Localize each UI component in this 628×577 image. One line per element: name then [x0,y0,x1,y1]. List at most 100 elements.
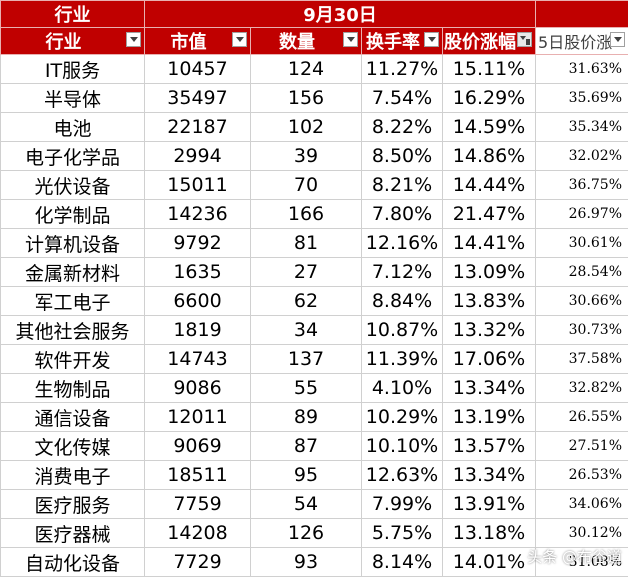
cell-turnover[interactable]: 10.87% [362,316,443,345]
cell-market-cap[interactable]: 7729 [145,548,251,577]
column-header-turnover[interactable]: 换手率 [362,28,443,55]
cell-turnover[interactable]: 12.63% [362,461,443,490]
cell-turnover[interactable]: 8.14% [362,548,443,577]
cell-market-cap[interactable]: 9792 [145,229,251,258]
cell-count[interactable]: 124 [251,55,362,84]
cell-gain5d[interactable]: 32.82% [536,374,628,403]
cell-gain[interactable]: 14.59% [443,113,536,142]
cell-industry[interactable]: 光伏设备 [1,171,145,200]
cell-gain5d[interactable]: 35.69% [536,84,628,113]
cell-turnover[interactable]: 7.54% [362,84,443,113]
cell-gain[interactable]: 13.18% [443,519,536,548]
cell-industry[interactable]: 电子化学品 [1,142,145,171]
cell-market-cap[interactable]: 9086 [145,374,251,403]
cell-gain[interactable]: 13.34% [443,461,536,490]
cell-gain5d[interactable]: 26.53% [536,461,628,490]
cell-turnover[interactable]: 10.29% [362,403,443,432]
cell-turnover[interactable]: 7.99% [362,490,443,519]
cell-gain[interactable]: 15.11% [443,55,536,84]
cell-industry[interactable]: 通信设备 [1,403,145,432]
cell-market-cap[interactable]: 2994 [145,142,251,171]
cell-count[interactable]: 95 [251,461,362,490]
cell-count[interactable]: 102 [251,113,362,142]
cell-gain[interactable]: 21.47% [443,200,536,229]
cell-count[interactable]: 156 [251,84,362,113]
cell-turnover[interactable]: 12.16% [362,229,443,258]
cell-market-cap[interactable]: 12011 [145,403,251,432]
cell-gain5d[interactable]: 30.66% [536,287,628,316]
cell-gain[interactable]: 14.44% [443,171,536,200]
cell-count[interactable]: 137 [251,345,362,374]
cell-gain5d[interactable]: 28.54% [536,258,628,287]
cell-industry[interactable]: 消费电子 [1,461,145,490]
cell-gain[interactable]: 13.34% [443,374,536,403]
cell-industry[interactable]: IT服务 [1,55,145,84]
cell-count[interactable]: 126 [251,519,362,548]
cell-industry[interactable]: 软件开发 [1,345,145,374]
cell-market-cap[interactable]: 6600 [145,287,251,316]
filter-dropdown-icon[interactable] [610,32,625,47]
cell-gain[interactable]: 13.57% [443,432,536,461]
cell-count[interactable]: 87 [251,432,362,461]
filter-dropdown-icon[interactable] [232,32,247,47]
cell-gain5d[interactable]: 36.75% [536,171,628,200]
cell-market-cap[interactable]: 18511 [145,461,251,490]
cell-gain[interactable]: 13.19% [443,403,536,432]
cell-gain5d[interactable]: 26.55% [536,403,628,432]
cell-count[interactable]: 89 [251,403,362,432]
cell-count[interactable]: 39 [251,142,362,171]
header-group-blank[interactable] [536,1,628,28]
column-header-gain[interactable]: 股价涨幅 [443,28,536,55]
cell-turnover[interactable]: 11.27% [362,55,443,84]
cell-gain[interactable]: 14.01% [443,548,536,577]
cell-industry[interactable]: 其他社会服务 [1,316,145,345]
cell-count[interactable]: 27 [251,258,362,287]
cell-turnover[interactable]: 5.75% [362,519,443,548]
cell-gain5d[interactable]: 30.12% [536,519,628,548]
cell-market-cap[interactable]: 35497 [145,84,251,113]
cell-gain[interactable]: 13.09% [443,258,536,287]
cell-market-cap[interactable]: 1635 [145,258,251,287]
cell-gain[interactable]: 14.41% [443,229,536,258]
filter-dropdown-icon[interactable] [126,32,141,47]
cell-market-cap[interactable]: 10457 [145,55,251,84]
header-group-industry[interactable]: 行业 [1,1,145,28]
cell-gain5d[interactable]: 31.63% [536,55,628,84]
cell-industry[interactable]: 半导体 [1,84,145,113]
column-header-industry[interactable]: 行业 [1,28,145,55]
cell-market-cap[interactable]: 9069 [145,432,251,461]
cell-market-cap[interactable]: 14743 [145,345,251,374]
cell-gain[interactable]: 14.86% [443,142,536,171]
cell-industry[interactable]: 生物制品 [1,374,145,403]
filter-active-icon[interactable] [517,32,532,47]
cell-market-cap[interactable]: 15011 [145,171,251,200]
cell-count[interactable]: 55 [251,374,362,403]
cell-turnover[interactable]: 8.22% [362,113,443,142]
cell-turnover[interactable]: 8.50% [362,142,443,171]
cell-gain5d[interactable]: 27.51% [536,432,628,461]
column-header-gain-5d[interactable]: 5日股价涨 [536,28,628,55]
filter-dropdown-icon[interactable] [424,32,439,47]
cell-count[interactable]: 70 [251,171,362,200]
column-header-count[interactable]: 数量 [251,28,362,55]
cell-turnover[interactable]: 8.84% [362,287,443,316]
cell-market-cap[interactable]: 7759 [145,490,251,519]
cell-gain5d[interactable]: 30.73% [536,316,628,345]
cell-gain5d[interactable]: 37.58% [536,345,628,374]
cell-gain5d[interactable]: 35.34% [536,113,628,142]
cell-industry[interactable]: 医疗服务 [1,490,145,519]
cell-gain[interactable]: 13.91% [443,490,536,519]
cell-market-cap[interactable]: 14236 [145,200,251,229]
cell-industry[interactable]: 医疗器械 [1,519,145,548]
cell-turnover[interactable]: 10.10% [362,432,443,461]
cell-industry[interactable]: 军工电子 [1,287,145,316]
cell-gain[interactable]: 13.32% [443,316,536,345]
cell-gain5d[interactable]: 32.02% [536,142,628,171]
cell-count[interactable]: 34 [251,316,362,345]
cell-industry[interactable]: 计算机设备 [1,229,145,258]
cell-market-cap[interactable]: 14208 [145,519,251,548]
cell-count[interactable]: 93 [251,548,362,577]
cell-turnover[interactable]: 8.21% [362,171,443,200]
cell-count[interactable]: 81 [251,229,362,258]
cell-industry[interactable]: 金属新材料 [1,258,145,287]
